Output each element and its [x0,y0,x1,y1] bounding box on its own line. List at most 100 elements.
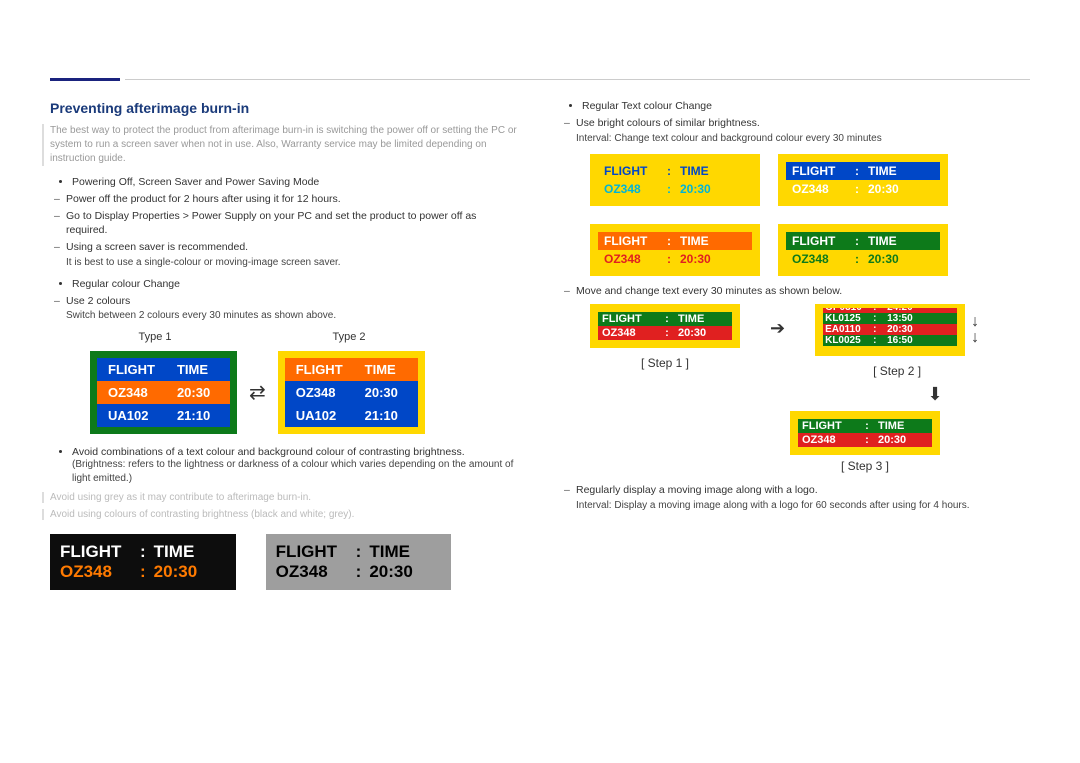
grey-note-1: Avoid using grey as it may contribute to… [42,492,520,503]
grey-note-2: Avoid using colours of contrasting brigh… [42,509,520,520]
t2-r2a: UA102 [285,404,354,427]
type1-label: Type 1 [90,331,220,343]
dash-move-change: Move and change text every 30 minutes as… [576,284,1030,299]
type1-board: FLIGHT TIME OZ348 20:30 UA102 21:10 [90,351,237,434]
header-thin-rule [125,79,1030,80]
grey-board: FLIGHT : TIME OZ348 : 20:30 [266,534,452,590]
sc-r1b: 24:20 [883,304,955,313]
dash-use2colours: Use 2 colours Switch between 2 colours e… [66,294,520,324]
bw1-time: TIME [154,542,226,562]
ybox-4: FLIGHT:TIME OZ348:20:30 [778,224,948,276]
yb2-c1: : [852,164,862,178]
yb3-f: FLIGHT [604,234,664,248]
dash-screensaver: Using a screen saver is recommended. It … [66,240,520,270]
yb4-c2: : [852,252,862,266]
bw2-oz: OZ348 [276,562,348,582]
s3-f: FLIGHT [802,420,862,432]
bw2-time: TIME [369,542,441,562]
dash-moving-image-sub: Interval: Display a moving image along w… [576,500,970,511]
sc-r2b: 13:50 [883,313,955,324]
s3-c1: : [862,420,872,432]
s1-c2: : [662,327,672,339]
dash-poweroff-2h: Power off the product for 2 hours after … [66,192,520,207]
t1-r2b: 21:10 [166,404,230,427]
step3-label: [ Step 3 ] [790,459,940,473]
t1-h1: FLIGHT [97,358,166,381]
bw2-colon1: : [356,542,362,562]
yb3-v: 20:30 [674,252,746,266]
yb1-v: 20:30 [674,182,746,196]
yb2-c2: : [852,182,862,196]
bullet-avoid-contrast: Avoid combinations of a text colour and … [72,446,520,486]
header-rule [50,78,120,81]
t2-h2: TIME [354,358,418,381]
bw1-colon1: : [140,542,146,562]
left-column: Preventing afterimage burn-in The best w… [50,100,520,590]
yb3-c1: : [664,234,674,248]
bullet-colour-change: Regular colour Change [72,278,520,290]
step3-wrap: FLIGHT:TIME OZ348:20:30 [ Step 3 ] [790,411,1030,473]
yb4-o: OZ348 [792,252,852,266]
dash-display-prop: Go to Display Properties > Power Supply … [66,209,520,238]
sc-c2: : [873,313,883,324]
sc-c3: : [873,324,883,335]
yb2-v: 20:30 [862,182,934,196]
step2-label: [ Step 2 ] [873,364,921,378]
type-boards-row: FLIGHT TIME OZ348 20:30 UA102 21:10 ⇄ [90,351,520,434]
sc-c4: : [873,335,883,346]
sc-r1a: OP0310 [825,304,873,313]
bw1-colon2: : [140,562,146,582]
yb3-t: TIME [674,234,746,248]
dash-moving-image-text: Regularly display a moving image along w… [576,484,818,496]
type2-label: Type 2 [284,331,414,343]
yb1-f: FLIGHT [604,164,664,178]
s1-o: OZ348 [602,327,662,339]
bullet-avoid-contrast-text: Avoid combinations of a text colour and … [72,446,465,458]
sc-r4b: 16:50 [883,335,955,346]
t1-h2: TIME [166,358,230,381]
yb2-f: FLIGHT [792,164,852,178]
step1-label: [ Step 1 ] [641,356,689,370]
ybox-3: FLIGHT:TIME OZ348:20:30 [590,224,760,276]
dash-use2colours-text: Use 2 colours [66,295,130,307]
yb2-t: TIME [862,164,934,178]
sc-r3b: 20:30 [883,324,955,335]
bw2-flight: FLIGHT [276,542,348,562]
right-column: Regular Text colour Change Use bright co… [560,100,1030,590]
yb1-c1: : [664,164,674,178]
dash-bright-colours-sub: Interval: Change text colour and backgro… [576,133,882,144]
t2-r2b: 21:10 [354,404,418,427]
sc-c1: : [873,304,883,313]
s1-v: 20:30 [672,327,728,339]
yb1-o: OZ348 [604,182,664,196]
yb1-t: TIME [674,164,746,178]
step3-box: FLIGHT:TIME OZ348:20:30 [790,411,940,455]
yb4-v: 20:30 [862,252,934,266]
arrow-down-icon: ⬇ [840,384,1030,405]
s3-c2: : [862,434,872,446]
section-heading: Preventing afterimage burn-in [50,100,520,116]
s3-v: 20:30 [872,434,928,446]
s3-t: TIME [872,420,928,432]
ybox-2: FLIGHT:TIME OZ348:20:30 [778,154,948,206]
step1-col: FLIGHT:TIME OZ348:20:30 [ Step 1 ] [590,304,740,370]
yb4-t: TIME [862,234,934,248]
yb2-o: OZ348 [792,182,852,196]
bullet-text-colour-change: Regular Text colour Change [582,100,1030,112]
type2-board: FLIGHT TIME OZ348 20:30 UA102 21:10 [278,351,425,434]
t1-r1b: 20:30 [166,381,230,404]
ybox-1: FLIGHT:TIME OZ348:20:30 [590,154,760,206]
bw2-colon2: : [356,562,362,582]
bw1-flight: FLIGHT [60,542,132,562]
s1-f: FLIGHT [602,313,662,325]
sc-r2a: KL0125 [825,313,873,324]
yb4-c1: : [852,234,862,248]
step1-box: FLIGHT:TIME OZ348:20:30 [590,304,740,348]
yb3-o: OZ348 [604,252,664,266]
dash-screensaver-text: Using a screen saver is recommended. [66,241,248,253]
bullet-power-off: Powering Off, Screen Saver and Power Sav… [72,176,520,188]
step2-col: OP0310:24:20 KL0125:13:50 EA0110:20:30 K… [815,304,979,378]
t1-r1a: OZ348 [97,381,166,404]
dash-screensaver-sub: It is best to use a single-colour or mov… [66,257,341,268]
dash-moving-image: Regularly display a moving image along w… [576,483,1030,513]
